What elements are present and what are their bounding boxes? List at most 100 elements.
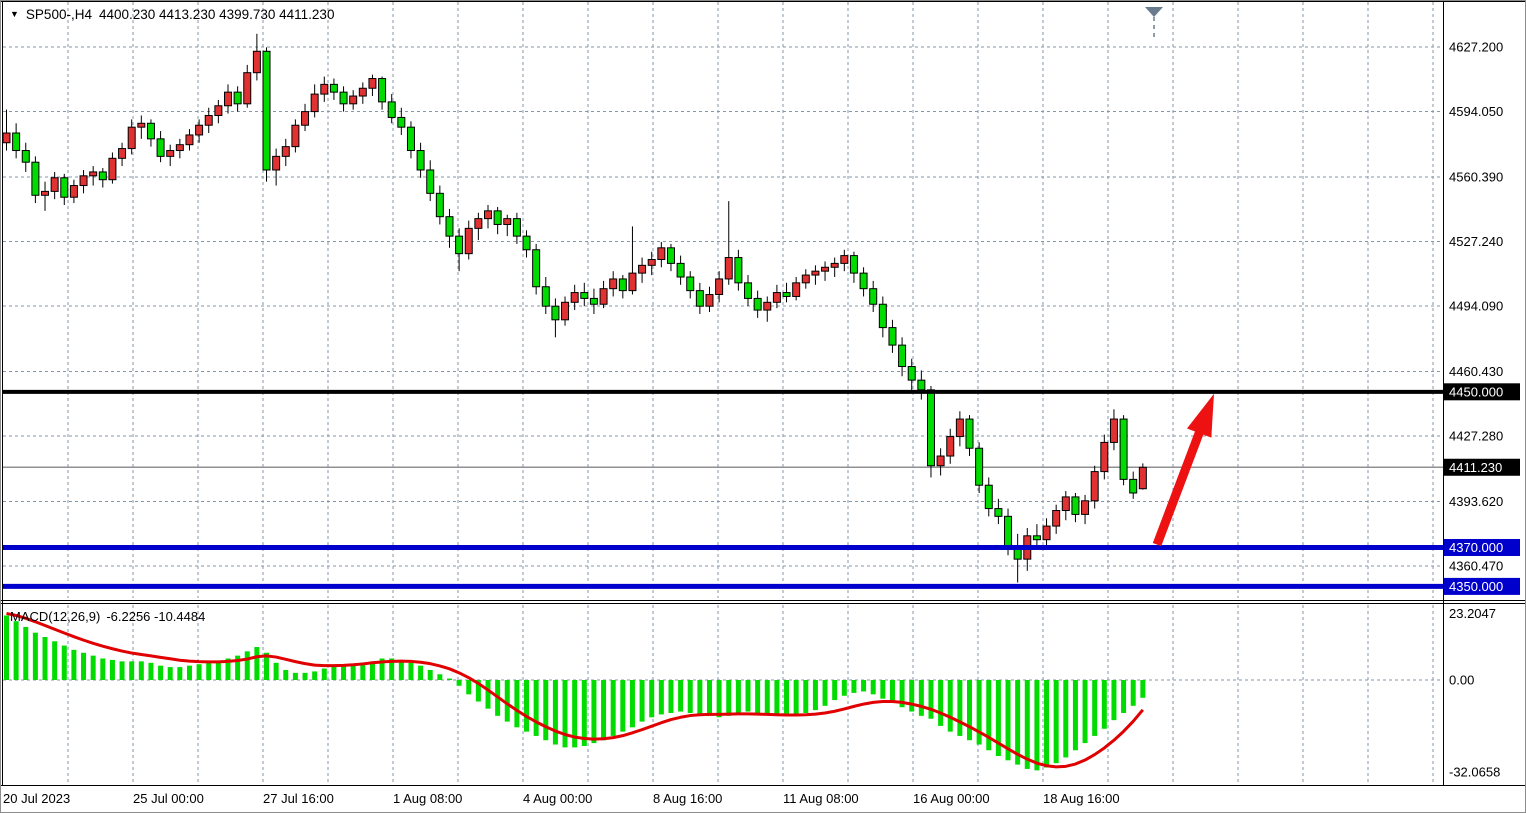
macd-bar xyxy=(620,680,626,732)
candle-body-bull xyxy=(955,418,964,438)
macd-bar xyxy=(129,661,135,680)
candle-body-bear xyxy=(618,278,627,292)
trend-arrow[interactable] xyxy=(1152,393,1214,547)
candle-body-bull xyxy=(599,288,608,305)
candle-body-bear xyxy=(926,389,935,467)
candle-body-bull xyxy=(1109,418,1118,443)
candle-body-bull xyxy=(561,301,570,321)
macd-bar xyxy=(1015,680,1021,765)
candle-body-bull xyxy=(1081,500,1090,515)
macd-bar xyxy=(350,664,356,680)
time-tick-label[interactable]: 11 Aug 08:00 xyxy=(783,791,859,806)
macd-bar xyxy=(331,665,337,680)
macd-bar xyxy=(658,680,664,715)
macd-bar xyxy=(100,658,106,680)
time-tick-label[interactable]: 27 Jul 16:00 xyxy=(263,791,334,806)
symbol-menu-icon[interactable]: ▼ xyxy=(10,9,19,19)
candle-body-bull xyxy=(252,50,261,74)
macd-bar xyxy=(803,680,809,713)
macd-bar xyxy=(889,680,895,703)
candle-body-bear xyxy=(917,379,926,391)
macd-bar xyxy=(735,680,741,713)
candle-body-bull xyxy=(1138,466,1147,490)
candle-body-bull xyxy=(272,155,281,171)
time-tick-label[interactable]: 18 Aug 16:00 xyxy=(1043,791,1120,806)
macd-bar xyxy=(109,659,115,680)
time-tick-label[interactable]: 4 Aug 00:00 xyxy=(523,791,592,806)
candle-body-bear xyxy=(541,286,550,307)
macd-bar xyxy=(562,680,568,748)
candle-body-bull xyxy=(368,78,377,89)
macd-bar xyxy=(264,652,270,680)
macd-bar xyxy=(215,661,221,680)
macd-bar xyxy=(697,680,703,715)
candle-body-bear xyxy=(493,210,502,225)
candle-body-bear xyxy=(406,126,415,152)
trend-arrow-shaft[interactable] xyxy=(1152,425,1206,547)
time-tick-label[interactable]: 16 Aug 00:00 xyxy=(913,791,990,806)
time-tick-label[interactable]: 20 Jul 2023 xyxy=(3,791,70,806)
macd-bar xyxy=(1101,680,1107,729)
candle-body-bull xyxy=(715,278,724,296)
candle-body-bull xyxy=(609,278,618,290)
macd-bar xyxy=(167,667,173,680)
price-tick-label: 4460.430 xyxy=(1449,364,1503,379)
macd-bar xyxy=(119,661,125,680)
trend-arrow-head[interactable] xyxy=(1186,393,1214,438)
macd-bar xyxy=(726,680,732,716)
macd-bar xyxy=(967,680,972,741)
candle-body-bear xyxy=(744,282,753,299)
candle-body-bear xyxy=(849,255,858,274)
price-tick-label: 4427.280 xyxy=(1449,429,1503,444)
macd-bar xyxy=(235,655,241,680)
macd-bar xyxy=(254,647,260,680)
candle-body-bear xyxy=(580,292,589,299)
macd-bar xyxy=(649,680,655,718)
macd-bar xyxy=(687,680,693,713)
bar-shift-marker-icon[interactable] xyxy=(1145,7,1163,17)
macd-bar xyxy=(196,664,202,680)
candle-body-bear xyxy=(898,344,907,368)
macd-bar xyxy=(206,662,212,680)
time-tick-label[interactable]: 25 Jul 00:00 xyxy=(133,791,204,806)
macd-bar xyxy=(533,680,539,736)
price-badge-label: 4411.230 xyxy=(1449,460,1502,475)
price-badge xyxy=(1444,577,1520,595)
candle-body-bear xyxy=(387,101,396,118)
macd-bar xyxy=(61,645,67,680)
candle-body-bear xyxy=(869,288,878,305)
price-tick-label: 4527.240 xyxy=(1449,234,1503,249)
price-badge xyxy=(1444,538,1520,556)
macd-bar xyxy=(822,680,828,706)
candle-body-bear xyxy=(975,447,984,486)
macd-bar xyxy=(1034,680,1040,771)
candle-body-bear xyxy=(426,169,435,194)
macd-bar xyxy=(1044,680,1050,768)
macd-bar xyxy=(591,680,597,744)
candle-body-bull xyxy=(108,157,117,181)
candle-body-bear xyxy=(666,247,675,264)
candle-body-bear xyxy=(589,297,598,305)
macd-bar xyxy=(32,632,38,680)
candle-body-bear xyxy=(455,235,464,255)
macd-bar xyxy=(485,680,491,709)
candle-body-bull xyxy=(1061,496,1070,512)
candle-body-bear xyxy=(329,83,338,93)
candle-body-bear xyxy=(984,484,993,510)
price-badge-label: 4350.000 xyxy=(1449,579,1503,594)
candle-body-bull xyxy=(503,218,512,225)
macd-bar xyxy=(398,659,404,680)
macd-bar xyxy=(938,680,944,726)
macd-bar xyxy=(1092,680,1098,736)
time-tick-label[interactable]: 1 Aug 08:00 xyxy=(393,791,462,806)
time-tick-label[interactable]: 8 Aug 16:00 xyxy=(653,791,722,806)
candle-body-bull xyxy=(175,144,184,152)
candle-body-bear xyxy=(965,418,974,449)
candle-body-bull xyxy=(647,258,656,266)
macd-bar xyxy=(899,680,905,708)
candle-body-bull xyxy=(724,257,733,280)
macd-bar xyxy=(995,680,1001,757)
candle-body-bull xyxy=(570,292,579,303)
